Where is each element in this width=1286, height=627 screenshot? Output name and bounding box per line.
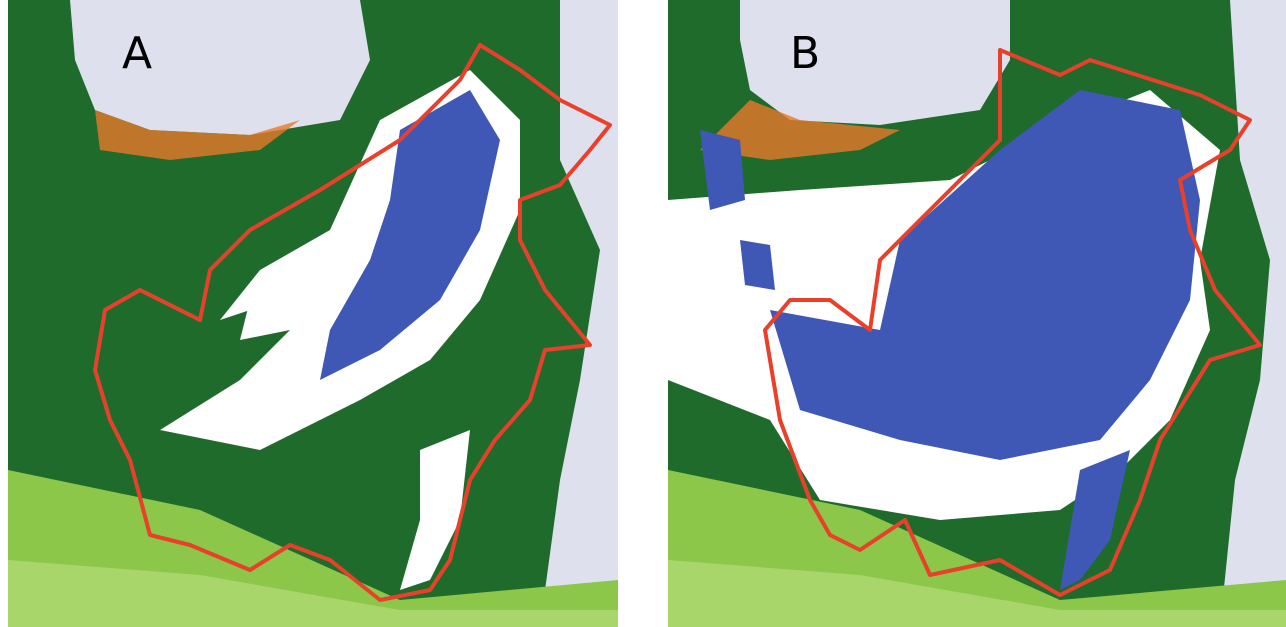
- figure: A B: [0, 0, 1286, 627]
- map-panel-b: B: [668, 0, 1286, 627]
- panel-label: A: [122, 28, 152, 79]
- map-panel-a: A: [8, 0, 618, 627]
- panel-label: B: [790, 28, 820, 79]
